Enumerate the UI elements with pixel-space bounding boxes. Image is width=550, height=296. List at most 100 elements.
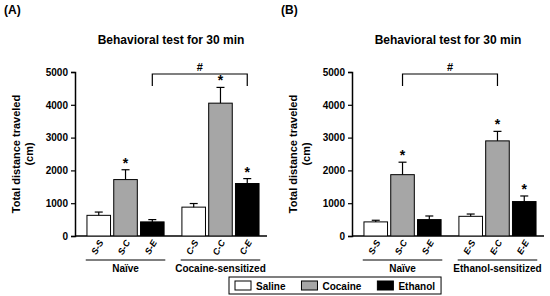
bar-label: S-S bbox=[89, 238, 105, 256]
error-bar-stem bbox=[220, 87, 221, 103]
error-bar bbox=[399, 162, 407, 174]
bar-label: E-S bbox=[461, 238, 477, 256]
group-label: Naïve bbox=[112, 263, 139, 274]
error-bar bbox=[425, 216, 433, 220]
y-tick-mark bbox=[348, 138, 352, 139]
group-label: Ethanol-sensitized bbox=[453, 263, 541, 274]
legend: Saline Cocaine Ethanol bbox=[229, 277, 441, 294]
comparison-bracket bbox=[152, 74, 247, 86]
y-axis-title: (cm) bbox=[23, 142, 35, 166]
bar bbox=[364, 222, 388, 236]
bar-label: C-S bbox=[184, 238, 200, 256]
bar bbox=[235, 184, 259, 236]
bar bbox=[114, 180, 138, 236]
y-axis-title: (cm) bbox=[300, 142, 312, 166]
y-tick: 0 bbox=[339, 231, 352, 242]
error-bar bbox=[148, 220, 156, 222]
y-axis: 0 1000 2000 3000 4000 5000 bbox=[46, 67, 76, 242]
error-bar bbox=[467, 214, 475, 216]
y-tick: 4000 bbox=[46, 100, 75, 111]
bar bbox=[512, 202, 536, 236]
bar-label: S-C bbox=[393, 238, 410, 257]
plot-area bbox=[364, 131, 536, 236]
group-label: Cocaine-sensitized bbox=[175, 263, 266, 274]
y-tick-mark bbox=[348, 203, 352, 204]
bar-label: S-C bbox=[116, 238, 133, 257]
error-bar bbox=[122, 170, 130, 180]
y-tick: 5000 bbox=[46, 67, 75, 78]
error-bar-stem bbox=[125, 170, 126, 180]
error-bar-stem bbox=[497, 131, 498, 141]
bar bbox=[391, 175, 415, 236]
error-bar bbox=[216, 87, 224, 103]
y-axis-title: Total distance traveled bbox=[10, 95, 22, 213]
y-tick-label: 1000 bbox=[323, 198, 346, 209]
legend-swatch bbox=[377, 281, 393, 290]
legend-label: Saline bbox=[256, 281, 286, 292]
title: Behavioral test for 30 min bbox=[375, 33, 522, 47]
bar-label: C-C bbox=[211, 238, 228, 257]
y-tick-mark bbox=[71, 203, 75, 204]
y-tick-mark bbox=[71, 170, 75, 171]
y-tick: 3000 bbox=[323, 132, 352, 143]
bar-label: S-S bbox=[366, 238, 382, 256]
figure: (A)Behavioral test for 30 min01000200030… bbox=[0, 0, 550, 296]
y-tick: 5000 bbox=[323, 67, 352, 78]
legend-frame bbox=[229, 277, 441, 294]
legend-label: Ethanol bbox=[398, 281, 435, 292]
bar-label: S-E bbox=[420, 237, 437, 256]
y-tick: 1000 bbox=[323, 198, 352, 209]
y-tick-mark bbox=[348, 170, 352, 171]
comparison-bracket bbox=[403, 74, 498, 86]
y-tick-label: 3000 bbox=[46, 132, 69, 143]
error-bar bbox=[190, 204, 198, 208]
bar bbox=[141, 222, 165, 236]
error-bar-cap bbox=[95, 211, 103, 212]
y-tick-mark bbox=[348, 105, 352, 106]
panel: (B) Behavioral test for 30 min 0 1000 2000 30… bbox=[281, 3, 544, 274]
y-tick-mark bbox=[71, 138, 75, 139]
plot-area bbox=[87, 87, 259, 236]
y-axis-title: Total distance traveled bbox=[287, 95, 299, 213]
y-tick-label: 5000 bbox=[323, 67, 346, 78]
comparison-label: # bbox=[447, 61, 453, 73]
significance-marker: * bbox=[495, 116, 501, 132]
bar bbox=[87, 215, 111, 236]
y-axis-line bbox=[348, 73, 353, 237]
error-bar-cap bbox=[467, 213, 475, 214]
comparison-label: # bbox=[197, 61, 203, 73]
y-tick: 0 bbox=[62, 231, 75, 242]
bar-label: E-E bbox=[515, 237, 532, 256]
group-label: Naïve bbox=[389, 263, 416, 274]
error-bar bbox=[95, 212, 103, 215]
error-bar-cap bbox=[148, 219, 156, 220]
y-tick: 1000 bbox=[46, 198, 75, 209]
y-tick: 2000 bbox=[46, 165, 75, 176]
error-bar bbox=[493, 131, 501, 141]
y-tick-label: 1000 bbox=[46, 198, 69, 209]
significance-marker: * bbox=[245, 164, 251, 180]
legend-swatch bbox=[235, 281, 251, 290]
y-tick-mark bbox=[71, 236, 75, 237]
significance-marker: * bbox=[522, 181, 528, 197]
y-tick: 2000 bbox=[323, 165, 352, 176]
error-bar-cap bbox=[190, 203, 198, 204]
title: Behavioral test for 30 min bbox=[98, 33, 245, 47]
y-axis: 0 1000 2000 3000 4000 5000 bbox=[323, 67, 353, 242]
error-bar bbox=[372, 220, 380, 222]
y-tick-mark bbox=[71, 72, 75, 73]
y-tick-label: 4000 bbox=[46, 100, 69, 111]
legend-swatch bbox=[301, 281, 317, 290]
group-line bbox=[363, 259, 443, 260]
y-tick-label: 3000 bbox=[323, 132, 346, 143]
y-tick: 4000 bbox=[323, 100, 352, 111]
error-bar-stem bbox=[402, 162, 403, 174]
y-tick-mark bbox=[348, 72, 352, 73]
panel-label: (B) bbox=[281, 3, 298, 17]
bar-label: S-E bbox=[143, 237, 160, 256]
bar bbox=[459, 216, 483, 236]
legend-items: Saline Cocaine Ethanol bbox=[235, 281, 435, 292]
legend-label: Cocaine bbox=[322, 281, 361, 292]
error-bar-cap bbox=[372, 220, 380, 221]
bar-label: E-C bbox=[488, 238, 505, 257]
